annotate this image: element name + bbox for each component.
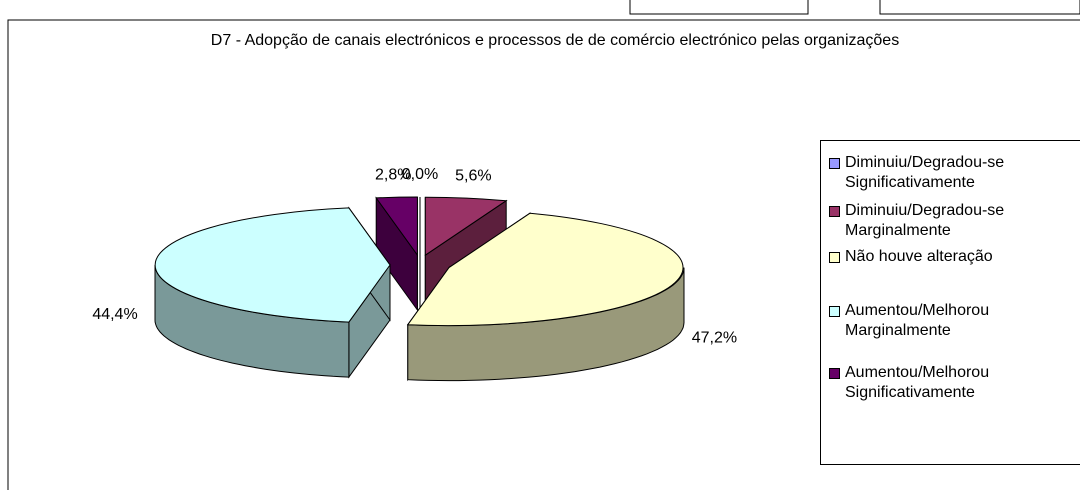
legend-key — [829, 158, 840, 169]
data-label: 2,8% — [375, 167, 411, 184]
legend: Diminuiu/Degradou-se Significativamente D… — [820, 140, 1080, 465]
data-label: 44,4% — [92, 306, 137, 323]
slice — [406, 212, 684, 327]
legend-item: Aumentou/Melhorou Marginalmente — [829, 301, 1080, 341]
legend-key — [829, 252, 840, 263]
legend-label: Não houve alteração — [845, 248, 993, 265]
data-label: 5,6% — [455, 168, 491, 185]
legend-item: Diminuiu/Degradou-se Marginalmente — [829, 201, 1080, 241]
legend-key — [829, 368, 840, 379]
legend-key — [829, 306, 840, 317]
data-label: 0,0% — [402, 166, 438, 183]
pie: 0,0% 5,6% 47,2% 44,4% 2,8% — [92, 166, 737, 382]
slice — [424, 196, 508, 257]
legend-label: Diminuiu/Degradou-se Significativamente — [845, 154, 1005, 191]
legend-label: Aumentou/Melhorou Marginalmente — [845, 302, 990, 339]
legend-item: Aumentou/Melhorou Significativamente — [829, 363, 1080, 403]
legend-label: Aumentou/Melhorou Significativamente — [845, 364, 990, 401]
slice — [154, 207, 391, 323]
slice — [375, 196, 418, 257]
legend-key — [829, 206, 840, 217]
toolbar-box — [629, 0, 809, 15]
data-label: 47,2% — [692, 330, 737, 347]
legend-item: Diminuiu/Degradou-se Significativamente — [829, 153, 1080, 193]
toolbar-box — [879, 0, 1080, 15]
legend-label: Diminuiu/Degradou-se Marginalmente — [845, 202, 1005, 239]
legend-item: Não houve alteração — [829, 247, 1080, 267]
chart-title: D7 - Adopção de canais electrónicos e pr… — [210, 32, 900, 49]
